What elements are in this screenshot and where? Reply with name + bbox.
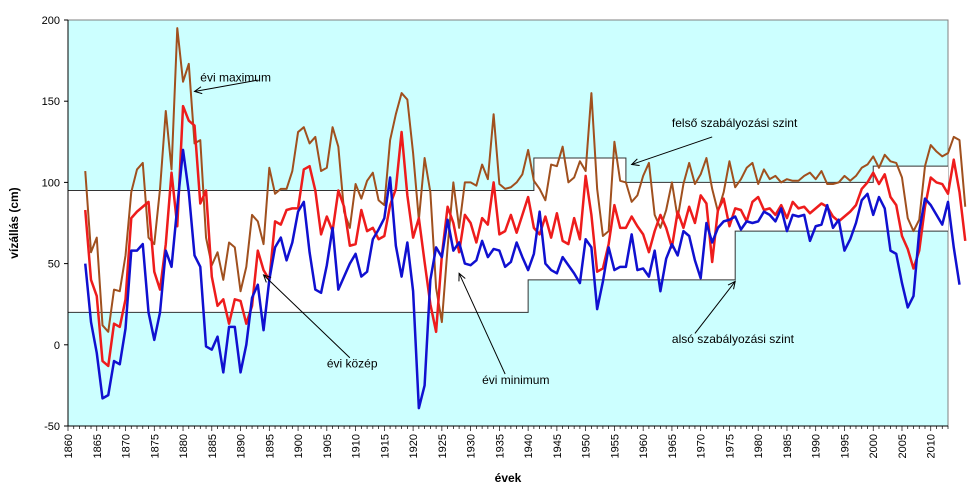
upper-regulation-line bbox=[68, 157, 948, 192]
lower-regulation-line bbox=[68, 230, 948, 313]
annotations: évi maximum felső szabályozási szint évi k… bbox=[193, 71, 798, 387]
annotation-arrow-head bbox=[193, 86, 203, 95]
x-tick-label: 1945 bbox=[552, 434, 564, 458]
annotation-arrow-line bbox=[631, 136, 713, 166]
x-tick-label: 1995 bbox=[839, 434, 851, 458]
x-tick-label: 1925 bbox=[437, 434, 449, 458]
x-tick-label: 1975 bbox=[724, 434, 736, 458]
y-tick-label: 50 bbox=[48, 259, 60, 271]
annotation-arrow-line bbox=[694, 281, 736, 334]
annotation-arrow-head bbox=[458, 272, 466, 282]
annotation-label: évi maximum bbox=[200, 71, 271, 85]
annotation-arrow-line bbox=[458, 273, 506, 375]
annotation-arrow-head bbox=[727, 280, 736, 290]
x-tick-label: 1915 bbox=[379, 434, 391, 458]
x-tick-label: 1910 bbox=[351, 434, 363, 458]
x-tick-label: 1895 bbox=[264, 434, 276, 458]
x-tick-label: 1980 bbox=[753, 434, 765, 458]
series-group bbox=[84, 27, 967, 410]
series-line-kozep bbox=[84, 104, 967, 368]
y-tick-label: 100 bbox=[42, 177, 60, 189]
x-tick-label: 1860 bbox=[63, 434, 75, 458]
regulation-levels bbox=[68, 157, 948, 313]
x-tick-label: 1920 bbox=[408, 434, 420, 458]
x-tick-label: 1985 bbox=[782, 434, 794, 458]
x-tick-label: 1905 bbox=[322, 434, 334, 458]
x-tick-label: 1950 bbox=[581, 434, 593, 458]
x-tick-label: 1960 bbox=[638, 434, 650, 458]
x-tick-label: 1965 bbox=[667, 434, 679, 458]
x-tick-label: 1935 bbox=[494, 434, 506, 458]
x-axis-label: évek bbox=[495, 471, 522, 485]
annotation-arrow-line bbox=[263, 274, 351, 359]
x-tick-label: 1940 bbox=[523, 434, 535, 458]
y-tick-label: 150 bbox=[42, 96, 60, 108]
x-tick-label: 2000 bbox=[868, 434, 880, 458]
x-tick-label: 1865 bbox=[92, 434, 104, 458]
y-axis-label: vízállás (cm) bbox=[7, 187, 21, 258]
annotation-label: felső szabályozási szint bbox=[672, 116, 798, 130]
annotation-arrow-head bbox=[262, 274, 272, 283]
annotation-label: alsó szabályozási szint bbox=[672, 332, 795, 346]
x-tick-label: 1930 bbox=[466, 434, 478, 458]
regulation-band bbox=[68, 158, 948, 313]
x-tick-label: 1870 bbox=[121, 434, 133, 458]
annotation-label: évi közép bbox=[327, 357, 378, 371]
annotation-label: évi minimum bbox=[482, 373, 549, 387]
x-tick-label: 1880 bbox=[178, 434, 190, 458]
x-tick-label: 1900 bbox=[293, 434, 305, 458]
x-tick-label: 1890 bbox=[236, 434, 248, 458]
x-tick-label: 2010 bbox=[926, 434, 938, 458]
axes: -50 0 50 100 150 200 1860 1865 1870 1875 1880 1885 1… bbox=[42, 15, 949, 458]
annotation-arrow-line bbox=[194, 79, 258, 92]
x-tick-label: 1875 bbox=[149, 434, 161, 458]
series-line-maximum bbox=[84, 27, 967, 333]
x-tick-label: 1885 bbox=[207, 434, 219, 458]
x-tick-label: 1955 bbox=[609, 434, 621, 458]
x-tick-label: 1990 bbox=[811, 434, 823, 458]
x-tick-label: 1970 bbox=[696, 434, 708, 458]
series-line-minimum bbox=[84, 148, 961, 410]
annotation-arrow-head bbox=[630, 158, 640, 166]
x-tick-label: 2005 bbox=[897, 434, 909, 458]
y-tick-label: -50 bbox=[44, 421, 60, 433]
y-tick-label: 200 bbox=[42, 15, 60, 27]
y-tick-label: 0 bbox=[54, 340, 60, 352]
